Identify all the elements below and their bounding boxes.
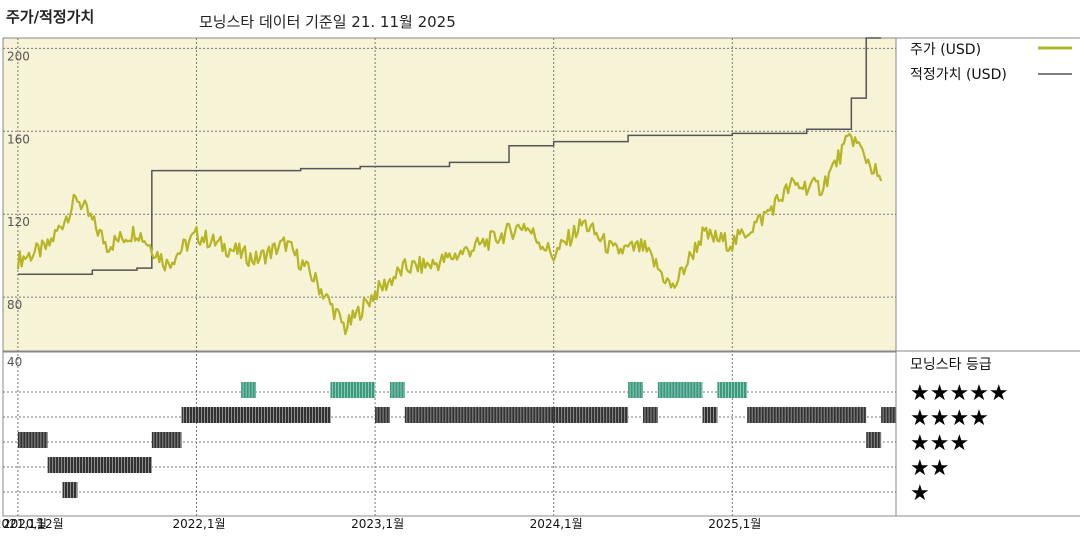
- rating-segment: [62, 482, 78, 498]
- chart-title: 주가/적정가치: [6, 8, 95, 26]
- rating-y-tick-label: 40: [7, 355, 22, 369]
- rating-segment: [330, 382, 376, 398]
- rating-segment: [717, 382, 748, 398]
- rating-segment: [241, 382, 257, 398]
- rating-segment: [181, 407, 331, 423]
- x-tick-label: 2025,1월: [708, 517, 761, 531]
- rating-segment-fill: [717, 382, 748, 398]
- rating-segment-fill: [17, 432, 48, 448]
- rating-segment: [657, 382, 703, 398]
- rating-segment-fill: [404, 407, 554, 423]
- y-tick-label: 80: [7, 298, 22, 312]
- rating-segment-fill: [62, 457, 152, 473]
- rating-segment: [375, 407, 390, 423]
- x-tick-label: 2023,1월: [351, 517, 404, 531]
- line-layer: [16, 37, 883, 336]
- legend-fair-value-label: 적정가치 (USD): [910, 67, 1007, 83]
- x-tick-label: 2020,12월: [3, 517, 64, 531]
- rating-segment: [404, 407, 554, 423]
- rating-segment: [47, 457, 63, 473]
- rating-layer: [17, 382, 896, 498]
- rating-plot-area: [2, 351, 897, 517]
- x-tick-label: 2024,1월: [530, 517, 583, 531]
- rating-segment: [389, 382, 405, 398]
- x-tick-label: 2021,1월: [0, 517, 47, 531]
- y-tick-label: 160: [7, 132, 30, 146]
- rating-segment: [62, 457, 152, 473]
- label-layer: 80 120 160 200 40 2020,12월2021,1월 2022,1월 2023,…: [0, 49, 761, 531]
- rating-segment: [881, 407, 896, 423]
- rating-segment: [151, 432, 182, 448]
- rating-level-stars: ★★★: [910, 431, 969, 456]
- rating-segment: [642, 407, 658, 423]
- rating-segment: [702, 407, 718, 423]
- rating-segment: [866, 432, 882, 448]
- legend-rating-title: 모닝스타 등급: [910, 357, 992, 373]
- chart-subtitle: 모닝스타 데이터 기준일 21. 11월 2025: [199, 13, 456, 31]
- rating-segment-fill: [181, 407, 331, 423]
- fair-value-line: [17, 37, 882, 276]
- rating-segment: [747, 407, 867, 423]
- rating-segment-fill: [151, 432, 182, 448]
- y-tick-label: 200: [7, 49, 30, 63]
- y-tick-label: 120: [7, 215, 30, 229]
- x-tick-label: 2022,1월: [172, 517, 225, 531]
- price-line: [16, 132, 883, 336]
- rating-level-stars: ★★★★★: [910, 381, 1009, 406]
- rating-level-stars: ★: [910, 481, 930, 506]
- rating-level-stars: ★★★★: [910, 406, 989, 431]
- rating-segment: [628, 382, 643, 398]
- rating-level-stars: ★★: [910, 456, 949, 481]
- star-legend: ★★★★★★★★★★★★★★★: [910, 381, 1009, 506]
- legend-price-label: 주가 (USD): [910, 42, 981, 58]
- price-plot-area: [2, 37, 897, 352]
- rating-segment: [553, 407, 629, 423]
- rating-segment: [17, 432, 48, 448]
